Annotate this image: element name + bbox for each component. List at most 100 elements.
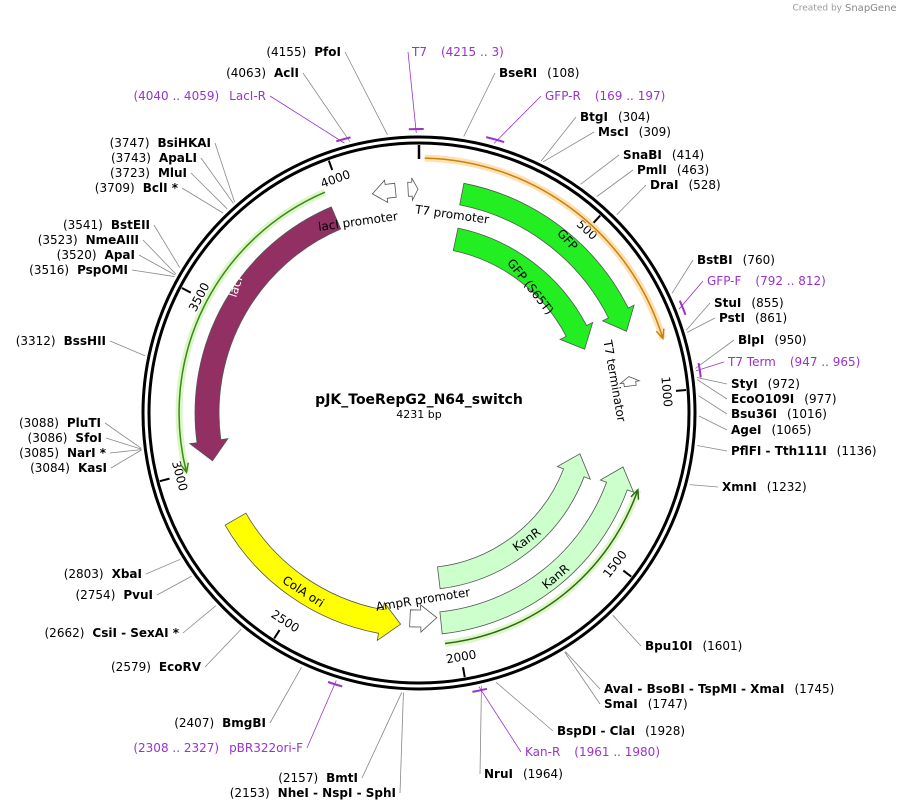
enzyme-label: (2153) NheI - NspI - SphI <box>230 786 396 800</box>
enzyme-label: (3520) ApaI <box>57 248 135 262</box>
plasmid-size: 4231 bp <box>396 408 441 421</box>
enzyme-label-part: (2153) <box>230 786 270 800</box>
feature-arrow <box>409 604 438 633</box>
enzyme-label: PstI (861) <box>719 311 787 325</box>
enzyme-label-part: DraI <box>650 178 678 192</box>
enzyme-label: (3523) NmeAIII <box>38 233 139 247</box>
enzyme-label-part: (977) <box>804 392 836 406</box>
feature-arrow <box>459 182 635 332</box>
enzyme-label-part: PspOMI <box>77 263 128 277</box>
enzyme-label-leader <box>131 269 175 277</box>
enzyme-label-leader <box>344 51 388 135</box>
enzyme-label: (3709) BclI * <box>95 181 179 195</box>
enzyme-label-part: NheI - NspI - SphI <box>278 786 396 800</box>
primer-label-part: (792 .. 812) <box>755 274 825 288</box>
enzyme-label-part: (855) <box>751 296 783 310</box>
enzyme-label-part: PflFI - Tth111I <box>731 444 827 458</box>
enzyme-label-part: BmgBI <box>222 716 266 730</box>
enzyme-label-part: (3084) <box>30 461 70 475</box>
kanR-line <box>444 489 639 645</box>
enzyme-label-part: Bsu36I <box>731 407 777 421</box>
lacI-line <box>178 191 326 473</box>
enzyme-label-leader <box>463 72 496 137</box>
enzyme-label-part: (972) <box>768 377 800 391</box>
enzyme-label: BspDI - ClaI (1928) <box>557 724 685 738</box>
enzyme-label: (4155) PfoI <box>266 45 341 59</box>
enzyme-label-leader <box>399 692 404 794</box>
enzyme-label-leader <box>580 154 620 185</box>
enzyme-label: (2579) EcoRV <box>111 660 202 674</box>
enzyme-label-part: (3743) <box>111 151 151 165</box>
ring-tick <box>675 389 687 392</box>
enzyme-label: (4063) AclI <box>226 66 299 80</box>
enzyme-label-part: (309) <box>639 125 671 139</box>
enzyme-label-part: (3085) <box>19 446 59 460</box>
enzyme-label-part: (2803) <box>64 567 104 581</box>
enzyme-label-part: (3523) <box>38 233 78 247</box>
enzyme-label-leader <box>156 575 192 596</box>
credit: Created by <box>792 4 842 14</box>
ring-tick-label: 4000 <box>319 167 352 190</box>
enzyme-label-part: PvuI <box>123 588 153 602</box>
feature-arrow <box>188 206 342 462</box>
enzyme-label: (3084) KasI <box>30 461 107 475</box>
ring-tick <box>159 477 170 483</box>
enzyme-label-part: (950) <box>774 333 806 347</box>
enzyme-label: SmaI (1747) <box>604 697 688 711</box>
enzyme-label-part: SfoI <box>75 431 102 445</box>
ring-tick <box>462 667 466 678</box>
enzyme-label-part: (1136) <box>837 444 877 458</box>
enzyme-label: (2157) BmtI <box>278 771 358 785</box>
enzyme-label: MscI (309) <box>598 125 671 139</box>
primer-marker <box>327 681 343 688</box>
enzyme-label: AvaI - BsoBI - TspMI - XmaI (1745) <box>604 682 834 696</box>
enzyme-label: (3743) ApaLI <box>111 151 197 165</box>
enzyme-label-part: BstBI <box>697 253 733 267</box>
primer-label: T7 (4215 .. 3) <box>411 45 504 59</box>
enzyme-label-leader <box>104 422 142 449</box>
primer-label: (2308 .. 2327) pBR322ori-F <box>133 741 303 755</box>
primer-label-leader <box>269 95 345 144</box>
enzyme-label-leader <box>540 116 577 162</box>
enzyme-label-part: (4155) <box>266 45 306 59</box>
enzyme-label: (2407) BmgBI <box>174 716 266 730</box>
enzyme-label-part: (1016) <box>787 407 827 421</box>
enzyme-label: StuI (855) <box>714 296 784 310</box>
enzyme-label: (3088) PluTI <box>19 416 101 430</box>
enzyme-label-leader <box>698 415 728 431</box>
enzyme-label: AgeI (1065) <box>731 423 811 437</box>
enzyme-label-part: KasI <box>78 461 107 475</box>
enzyme-label-part: XbaI <box>112 567 142 581</box>
primer-label-part: (169 .. 197) <box>595 89 665 103</box>
enzyme-label-part: XmnI <box>722 480 757 494</box>
enzyme-label-part: BmtI <box>326 771 358 785</box>
enzyme-label-leader <box>696 379 728 400</box>
primer-label-part: GFP-R <box>545 89 581 103</box>
enzyme-label-leader <box>686 317 716 333</box>
enzyme-label-leader <box>142 239 177 275</box>
primer-label-leader <box>478 686 522 753</box>
enzyme-label: DraI (528) <box>650 178 721 192</box>
enzyme-label-part: AgeI <box>731 423 761 437</box>
enzyme-label: PmlI (463) <box>637 163 709 177</box>
enzyme-label-leader <box>698 395 728 415</box>
enzyme-label-leader <box>616 184 647 216</box>
primer-label: (4040 .. 4059) LacI-R <box>133 89 266 103</box>
enzyme-label-part: (760) <box>743 253 775 267</box>
enzyme-label-part: (1964) <box>523 767 563 781</box>
enzyme-label-part: SmaI <box>604 697 638 711</box>
primer-label: GFP-F (792 .. 812) <box>707 274 826 288</box>
enzyme-label: (2754) PvuI <box>75 588 153 602</box>
enzyme-label: (3516) PspOMI <box>29 263 128 277</box>
enzyme-label-part: (861) <box>755 311 787 325</box>
primer-marker <box>678 300 687 316</box>
enzyme-label-part: StyI <box>731 377 758 391</box>
enzyme-label: (3085) NarI * <box>19 446 107 460</box>
enzyme-label-part: (1928) <box>645 724 685 738</box>
enzyme-label-part: (3709) <box>95 181 135 195</box>
enzyme-label-part: BssHII <box>64 334 106 348</box>
primer-label-part: (1961 .. 1980) <box>574 745 660 759</box>
primer-label-part: pBR322ori-F <box>229 741 303 755</box>
enzyme-label-part: (1065) <box>771 423 811 437</box>
